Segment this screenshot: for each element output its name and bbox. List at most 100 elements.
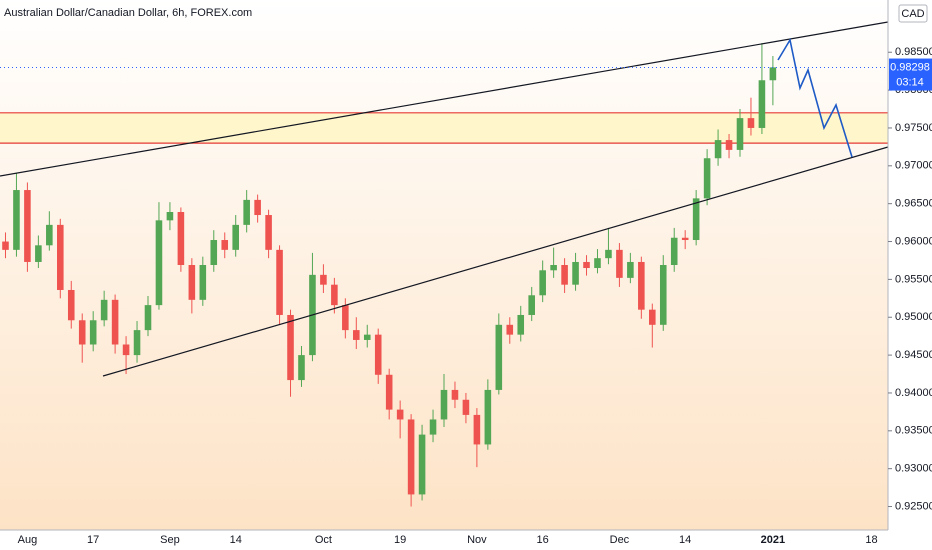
candle-body — [155, 220, 163, 306]
candle-body — [35, 245, 42, 262]
x-tick-label: Nov — [467, 534, 487, 546]
x-tick-label: 18 — [865, 534, 877, 546]
y-tick-label: 0.96000 — [895, 235, 932, 247]
price-axis — [888, 0, 932, 550]
candle-body — [265, 215, 272, 250]
candle-body — [747, 118, 755, 128]
candle-body — [583, 261, 590, 269]
y-tick-label: 0.97500 — [895, 122, 932, 134]
y-tick-label: 0.93500 — [895, 425, 932, 437]
y-tick-label: 0.94000 — [895, 387, 932, 399]
candle-body — [232, 224, 239, 250]
candle-body — [353, 330, 360, 340]
candle-body — [528, 295, 535, 315]
x-tick-label: Aug — [18, 534, 38, 546]
candle-body — [473, 414, 481, 445]
candle-body — [166, 212, 174, 221]
resistance-zone — [0, 112, 888, 144]
candle-body — [495, 324, 503, 390]
zone-layer — [0, 112, 888, 144]
y-tick-label: 0.93000 — [895, 463, 932, 475]
y-tick-label: 0.94500 — [895, 349, 932, 361]
candle-body — [331, 284, 338, 306]
candle-body — [681, 237, 689, 241]
candle-body — [418, 434, 426, 495]
candles — [2, 43, 777, 507]
candle-body — [13, 190, 20, 250]
y-tick-label: 0.98500 — [895, 46, 932, 58]
candle-body — [627, 261, 634, 278]
candle-body — [2, 241, 9, 250]
y-tick-label: 0.96500 — [895, 198, 932, 210]
candle-body — [692, 198, 700, 241]
candle-body — [111, 299, 119, 345]
candle-body — [342, 305, 349, 331]
candle-body — [254, 199, 261, 216]
candle-body — [199, 265, 207, 300]
candle-body — [462, 399, 470, 415]
candle-body — [484, 389, 492, 445]
last-price-box — [889, 58, 932, 91]
x-tick-label: Oct — [315, 534, 332, 546]
upper-trendline — [0, 21, 889, 177]
candle-body — [451, 389, 459, 400]
time-axis — [0, 530, 888, 550]
candle-body — [363, 334, 371, 340]
y-tick-label: 0.95000 — [895, 311, 932, 323]
x-tick-label: 2021 — [761, 534, 785, 546]
candle-body — [725, 140, 733, 150]
lower-trendline — [102, 146, 889, 377]
candle-body — [616, 249, 623, 278]
candle-body — [649, 309, 656, 325]
candle-body — [320, 274, 327, 285]
candle-body — [506, 324, 514, 335]
candle-body — [46, 224, 53, 246]
x-tick-label: 19 — [394, 534, 406, 546]
candle-body — [298, 355, 305, 381]
candle-body — [221, 240, 229, 250]
candle-body — [736, 118, 744, 150]
candle-body — [188, 265, 196, 300]
plot-background — [0, 0, 888, 530]
candle-body — [703, 158, 711, 199]
candle-body — [67, 289, 75, 321]
candle-body — [769, 67, 777, 81]
candle-body — [133, 330, 141, 356]
candle-body — [210, 240, 218, 265]
y-tick-label: 0.97000 — [895, 160, 932, 172]
x-tick-label: 17 — [87, 534, 99, 546]
candle-body — [539, 270, 546, 296]
y-tick-label: 0.92500 — [895, 500, 932, 512]
currency-box[interactable] — [898, 4, 928, 23]
countdown-label: 03:14 — [896, 76, 924, 88]
candle-body — [276, 249, 283, 315]
x-tick-label: 14 — [230, 534, 242, 546]
last-price-label: 0.98298 — [890, 61, 930, 73]
candle-body — [24, 190, 31, 262]
candle-body — [177, 212, 185, 265]
candle-body — [287, 314, 294, 381]
x-tick-label: 14 — [679, 534, 691, 546]
y-tick-label: 0.95500 — [895, 273, 932, 285]
candle-body — [550, 265, 557, 271]
candle-body — [78, 320, 86, 345]
candle-body — [243, 199, 250, 225]
candle-body — [594, 258, 601, 269]
candle-body — [429, 419, 437, 435]
x-tick-label: Dec — [610, 534, 630, 546]
x-tick-label: 16 — [537, 534, 549, 546]
candle-body — [89, 320, 97, 345]
chart-title: Australian Dollar/Canadian Dollar, 6h, F… — [4, 7, 252, 19]
candle-body — [758, 80, 766, 128]
candle-body — [440, 389, 448, 420]
candle-body — [714, 140, 722, 159]
currency-label[interactable]: CAD — [901, 8, 924, 20]
candle-body — [385, 374, 393, 410]
candle-body — [57, 224, 64, 290]
candle-body — [670, 237, 678, 265]
candle-body — [605, 249, 612, 259]
candle-body — [572, 261, 579, 285]
candle-body — [396, 409, 404, 420]
candle-body — [659, 265, 667, 325]
